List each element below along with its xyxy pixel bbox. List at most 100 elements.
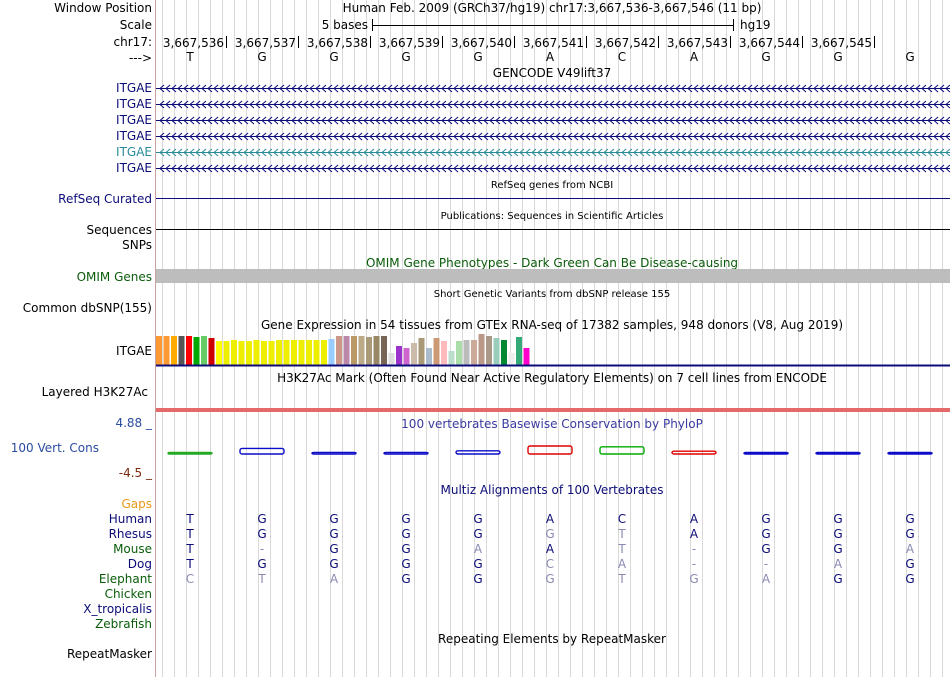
- repeatmasker-track-label[interactable]: RepeatMasker: [67, 647, 152, 661]
- gtex-tissue-bar[interactable]: [516, 337, 522, 365]
- omim-track-label[interactable]: OMIM Genes: [77, 270, 152, 284]
- gtex-tissue-bar[interactable]: [283, 340, 290, 365]
- gtex-tissue-bar[interactable]: [276, 340, 282, 365]
- gencode-transcript-label[interactable]: ITGAE: [116, 113, 152, 127]
- gtex-tissue-bar[interactable]: [298, 340, 305, 365]
- gtex-tissue-bar[interactable]: [156, 336, 162, 365]
- phylop-score-mark[interactable]: [383, 451, 429, 455]
- species-label[interactable]: Chicken: [105, 587, 152, 601]
- gtex-tissue-bar[interactable]: [523, 348, 530, 365]
- species-label[interactable]: X_tropicalis: [83, 602, 152, 616]
- species-label[interactable]: Human: [109, 512, 152, 526]
- phylop-score-mark[interactable]: [239, 447, 285, 455]
- gtex-tissue-bar[interactable]: [426, 348, 432, 365]
- gtex-tissue-bar[interactable]: [508, 353, 515, 365]
- gencode-transcript-label[interactable]: ITGAE: [116, 81, 152, 95]
- snps-track-label[interactable]: SNPs: [122, 238, 152, 252]
- phylop-score-mark[interactable]: [599, 446, 645, 455]
- gtex-tissue-bar[interactable]: [388, 353, 395, 365]
- gtex-tissue-bar[interactable]: [358, 336, 365, 365]
- scale-bar: [372, 19, 734, 31]
- refseq-track-label[interactable]: RefSeq Curated: [58, 192, 152, 206]
- gtex-tissue-bar[interactable]: [328, 339, 335, 365]
- phylop-score-mark[interactable]: [527, 445, 573, 455]
- gtex-tissue-bar[interactable]: [178, 336, 185, 365]
- gencode-track[interactable]: ITGAE ITGAE ITGAE ITGAE ITGAE ITGAE: [116, 81, 950, 175]
- gtex-tissue-bar[interactable]: [321, 340, 327, 365]
- dbsnp-track-label[interactable]: Common dbSNP(155): [23, 301, 152, 315]
- publications-track-title: Publications: Sequences in Scientific Ar…: [441, 211, 664, 222]
- phylop-score-mark[interactable]: [671, 450, 717, 455]
- gtex-tissue-bar[interactable]: [306, 340, 312, 365]
- gtex-tissue-bar[interactable]: [193, 337, 200, 365]
- gtex-tissue-bar[interactable]: [291, 340, 297, 365]
- gtex-tissue-bar[interactable]: [336, 336, 342, 365]
- gaps-track-label[interactable]: Gaps: [121, 497, 152, 511]
- species-label[interactable]: Zebrafish: [95, 617, 152, 631]
- gtex-tissue-bar[interactable]: [403, 348, 410, 365]
- gtex-tissue-bar[interactable]: [246, 341, 252, 365]
- phylop-score-mark[interactable]: [743, 451, 789, 455]
- species-label[interactable]: Dog: [128, 557, 152, 571]
- phylop-track-label[interactable]: 100 Vert. Cons: [11, 441, 99, 455]
- gtex-tissue-bar[interactable]: [253, 340, 260, 365]
- gtex-tissue-bar[interactable]: [201, 336, 207, 365]
- aligned-base: A: [762, 572, 771, 586]
- sequences-track-label[interactable]: Sequences: [87, 223, 152, 237]
- gtex-tissue-bar[interactable]: [463, 340, 470, 365]
- gtex-track-label[interactable]: ITGAE: [116, 344, 152, 358]
- gtex-tissue-bar[interactable]: [411, 343, 417, 365]
- phylop-ymax-label: 4.88 _: [115, 416, 153, 430]
- scale-label: Scale: [120, 18, 152, 32]
- gencode-transcript-label[interactable]: ITGAE: [116, 145, 152, 159]
- gtex-tissue-bar[interactable]: [501, 340, 507, 365]
- species-label[interactable]: Rhesus: [109, 527, 152, 541]
- gtex-tissue-bar[interactable]: [313, 340, 320, 365]
- coordinate-tick-label: 3,667,541: [523, 36, 584, 50]
- gtex-tissue-bar[interactable]: [163, 336, 170, 365]
- phylop-score-mark[interactable]: [815, 451, 861, 455]
- gtex-tissue-bar[interactable]: [268, 341, 275, 365]
- phylop-logo[interactable]: [167, 445, 933, 455]
- gencode-transcript-label[interactable]: ITGAE: [116, 161, 152, 175]
- h3k27ac-signal-bar[interactable]: [156, 408, 950, 412]
- species-label[interactable]: Elephant: [99, 572, 152, 586]
- omim-gene-bar[interactable]: [156, 269, 950, 283]
- gtex-tissue-bar[interactable]: [366, 337, 372, 365]
- gtex-tissue-bar[interactable]: [493, 338, 500, 365]
- gtex-tissue-bar[interactable]: [238, 341, 245, 365]
- gtex-tissue-bar[interactable]: [456, 341, 462, 365]
- aligned-base: G: [401, 542, 410, 556]
- gtex-tissue-bar[interactable]: [343, 336, 350, 365]
- gtex-tissue-bar[interactable]: [351, 336, 357, 365]
- gtex-tissue-bar[interactable]: [448, 351, 455, 365]
- gtex-tissue-bar[interactable]: [373, 336, 380, 365]
- phylop-score-mark[interactable]: [887, 451, 933, 455]
- gtex-tissue-bar[interactable]: [418, 338, 425, 365]
- gtex-tissue-bar[interactable]: [486, 336, 492, 365]
- h3k27ac-track-label[interactable]: Layered H3K27Ac: [42, 385, 148, 399]
- gtex-tissue-bar[interactable]: [471, 340, 477, 365]
- gtex-tissue-bar[interactable]: [171, 336, 177, 365]
- gtex-tissue-bar[interactable]: [186, 336, 192, 365]
- gtex-tissue-bar[interactable]: [231, 340, 237, 365]
- gtex-tissue-bar[interactable]: [223, 341, 230, 365]
- phylop-score-mark[interactable]: [311, 451, 357, 455]
- phylop-score-mark[interactable]: [455, 450, 501, 455]
- gencode-transcript-label[interactable]: ITGAE: [116, 97, 152, 111]
- gtex-expression-bars[interactable]: [156, 334, 530, 365]
- position-title[interactable]: Human Feb. 2009 (GRCh37/hg19) chr17:3,66…: [343, 1, 762, 15]
- gtex-tissue-bar[interactable]: [208, 338, 215, 365]
- gtex-tissue-bar[interactable]: [216, 341, 222, 365]
- gtex-tissue-bar[interactable]: [261, 341, 267, 365]
- gtex-tissue-bar[interactable]: [478, 334, 485, 365]
- gencode-transcript-label[interactable]: ITGAE: [116, 129, 152, 143]
- gtex-tissue-bar[interactable]: [441, 341, 447, 365]
- phylop-score-mark[interactable]: [167, 451, 213, 455]
- gtex-tissue-bar[interactable]: [381, 336, 387, 365]
- gtex-tissue-bar[interactable]: [396, 346, 402, 365]
- gtex-tissue-bar[interactable]: [433, 338, 440, 365]
- species-label[interactable]: Mouse: [113, 542, 152, 556]
